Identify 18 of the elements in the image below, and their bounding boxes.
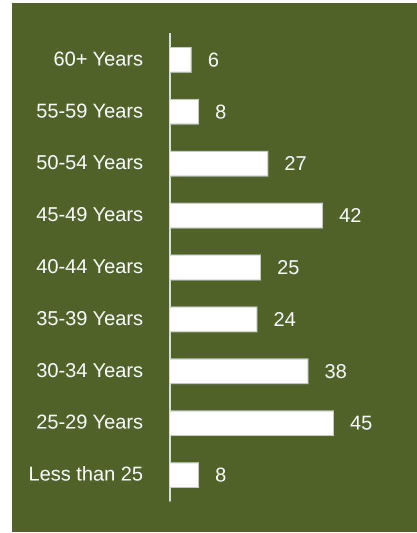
data-label: 8 xyxy=(215,464,226,487)
y-tick-label: 30-34 Years xyxy=(36,360,143,382)
data-label: 25 xyxy=(277,257,300,280)
data-label: 45 xyxy=(350,412,372,435)
data-label: 42 xyxy=(339,205,362,228)
y-tick-label: 40-44 Years xyxy=(36,256,143,278)
y-tick-label: 45-49 Years xyxy=(36,204,143,226)
y-tick-label: 35-39 Years xyxy=(36,308,143,330)
y-tick-label: 55-59 Years xyxy=(36,100,143,122)
y-tick-label: 25-29 Years xyxy=(36,412,143,434)
y-tick-label: 50-54 Years xyxy=(36,152,143,174)
data-label: 38 xyxy=(324,360,347,383)
data-label: 24 xyxy=(273,308,296,331)
y-tick-label: 60+ Years xyxy=(53,48,143,70)
y-tick-label: Less than 25 xyxy=(28,464,143,486)
data-label: 6 xyxy=(208,49,219,72)
data-label: 8 xyxy=(215,101,226,124)
data-label: 27 xyxy=(284,153,307,176)
